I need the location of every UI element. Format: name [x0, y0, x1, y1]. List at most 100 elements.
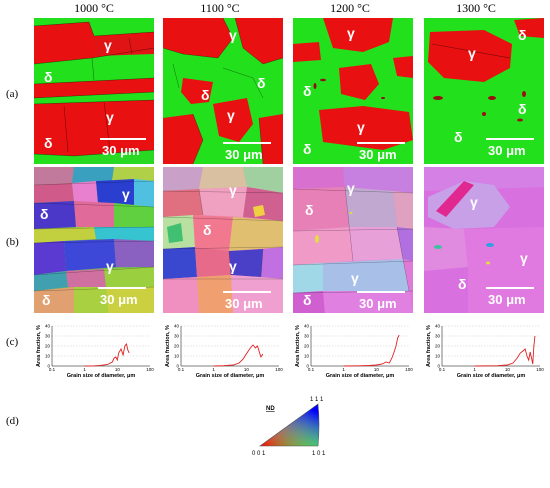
scale-bar-label: 30 μm: [488, 292, 526, 307]
scale-bar: [223, 291, 271, 293]
column-title-1000: 1000 °C: [74, 1, 114, 15]
x-tick-label: 0.1: [308, 367, 315, 372]
phase-map-1000: γ δ γ δ 30 μm: [34, 18, 154, 164]
y-tick-label: 40: [45, 324, 51, 329]
delta-label: δ: [518, 101, 527, 117]
scale-bar-label: 30 μm: [100, 292, 138, 307]
y-axis-label: Area fraction, %: [426, 325, 432, 367]
y-tick-label: 10: [45, 354, 51, 359]
y-tick-label: 0: [176, 364, 179, 369]
x-tick-label: 1: [212, 367, 215, 372]
column-title-1100: 1100 °C: [200, 1, 240, 15]
row-label-d: (d): [6, 415, 19, 427]
y-tick-label: 40: [435, 324, 441, 329]
x-axis-label: Grain size of diameter, μm: [196, 373, 265, 379]
phase-map-1300: γ δ δ δ 30 μm: [424, 18, 544, 164]
scale-bar-label: 30 μm: [225, 296, 263, 311]
y-tick-label: 20: [304, 344, 310, 349]
y-tick-label: 30: [304, 334, 310, 339]
scale-bar-label: 30 μm: [488, 143, 526, 158]
ipf-vertex-111: 1 1 1: [310, 397, 324, 403]
distribution-line: [474, 335, 536, 367]
y-tick-label: 40: [174, 324, 180, 329]
x-tick-label: 1: [83, 367, 86, 372]
delta-label: δ: [303, 292, 312, 308]
delta-label: δ: [44, 69, 53, 85]
delta-label: δ: [203, 222, 212, 238]
x-tick-label: 1: [342, 367, 345, 372]
delta-label: δ: [44, 135, 53, 151]
delta-label: δ: [303, 83, 312, 99]
phase-map-1200: γ δ γ δ 30 μm: [293, 18, 413, 164]
y-tick-label: 0: [437, 364, 440, 369]
y-tick-label: 20: [174, 344, 180, 349]
gamma-label: γ: [351, 270, 359, 286]
scale-bar: [98, 287, 146, 289]
scale-bar-label: 30 μm: [225, 147, 263, 162]
scale-bar: [486, 138, 534, 140]
ipf-map-1100: γ δ γ 30 μm: [163, 167, 283, 313]
delta-label: δ: [40, 206, 49, 222]
x-tick-label: 100: [536, 367, 544, 372]
x-axis-label: Grain size of diameter, μm: [67, 373, 136, 379]
ipf-map-1000: γ δ γ δ 30 μm: [34, 167, 154, 313]
gamma-label: γ: [468, 45, 476, 61]
delta-label: δ: [518, 27, 527, 43]
ipf-map-1300: γ γ δ 30 μm: [424, 167, 544, 313]
ipf-color-legend: ND 0 0 1 1 0 1 1 1 1: [248, 394, 338, 458]
x-axis-label: Grain size of diameter, μm: [457, 373, 526, 379]
scale-bar: [100, 138, 146, 140]
gamma-label: γ: [520, 250, 528, 266]
ipf-map-1200: γ δ γ δ 30 μm: [293, 167, 413, 313]
distribution-line: [213, 344, 264, 367]
scale-bar-label: 30 μm: [359, 296, 397, 311]
y-tick-label: 20: [45, 344, 51, 349]
gamma-label: γ: [104, 37, 112, 53]
delta-label: δ: [257, 75, 266, 91]
gamma-label: γ: [106, 258, 114, 274]
column-title-1200: 1200 °C: [330, 1, 370, 15]
delta-label: δ: [303, 141, 312, 157]
delta-label: δ: [454, 129, 463, 145]
delta-label: δ: [42, 292, 51, 308]
grain-size-chart-1100: 0 10 20 30 40 0.1 1 10 100 Grain size of diameter…: [163, 322, 287, 380]
x-axis-label: Grain size of diameter, μm: [326, 373, 395, 379]
x-tick-label: 10: [505, 367, 511, 372]
scale-bar: [486, 287, 534, 289]
row-label-b: (b): [6, 236, 19, 248]
gamma-label: γ: [122, 186, 130, 202]
scale-bar: [223, 142, 271, 144]
distribution-line: [84, 342, 130, 367]
row-label-a: (a): [6, 88, 19, 100]
delta-label: δ: [201, 87, 210, 103]
delta-label: δ: [458, 276, 467, 292]
y-tick-label: 10: [304, 354, 310, 359]
gamma-label: γ: [347, 180, 355, 196]
y-tick-label: 10: [174, 354, 180, 359]
scale-bar-label: 30 μm: [359, 147, 397, 162]
x-tick-label: 100: [405, 367, 413, 372]
x-tick-label: 10: [244, 367, 250, 372]
gamma-label: γ: [106, 109, 114, 125]
y-tick-label: 20: [435, 344, 441, 349]
x-tick-label: 0.1: [49, 367, 56, 372]
y-tick-label: 0: [306, 364, 309, 369]
x-tick-label: 100: [275, 367, 283, 372]
grain-size-chart-1300: 0 10 20 30 40 0.1 1 10 100 Grain size of diameter…: [424, 322, 548, 380]
x-tick-label: 100: [146, 367, 154, 372]
gamma-label: γ: [227, 107, 235, 123]
scale-bar: [357, 142, 405, 144]
y-tick-label: 30: [174, 334, 180, 339]
gamma-label: γ: [229, 27, 237, 43]
grain-size-chart-1000: 0 10 20 30 40 0.1 1 10 100 Grain size of diameter…: [34, 322, 158, 380]
y-axis-label: Area fraction, %: [165, 325, 171, 367]
y-axis-label: Area fraction, %: [36, 325, 42, 367]
ipf-nd-label: ND: [266, 406, 275, 412]
y-tick-label: 0: [47, 364, 50, 369]
scale-bar: [357, 291, 405, 293]
x-tick-label: 0.1: [439, 367, 446, 372]
gamma-label: γ: [229, 182, 237, 198]
ipf-vertex-101: 1 0 1: [312, 451, 326, 457]
y-tick-label: 40: [304, 324, 310, 329]
x-tick-label: 10: [374, 367, 380, 372]
